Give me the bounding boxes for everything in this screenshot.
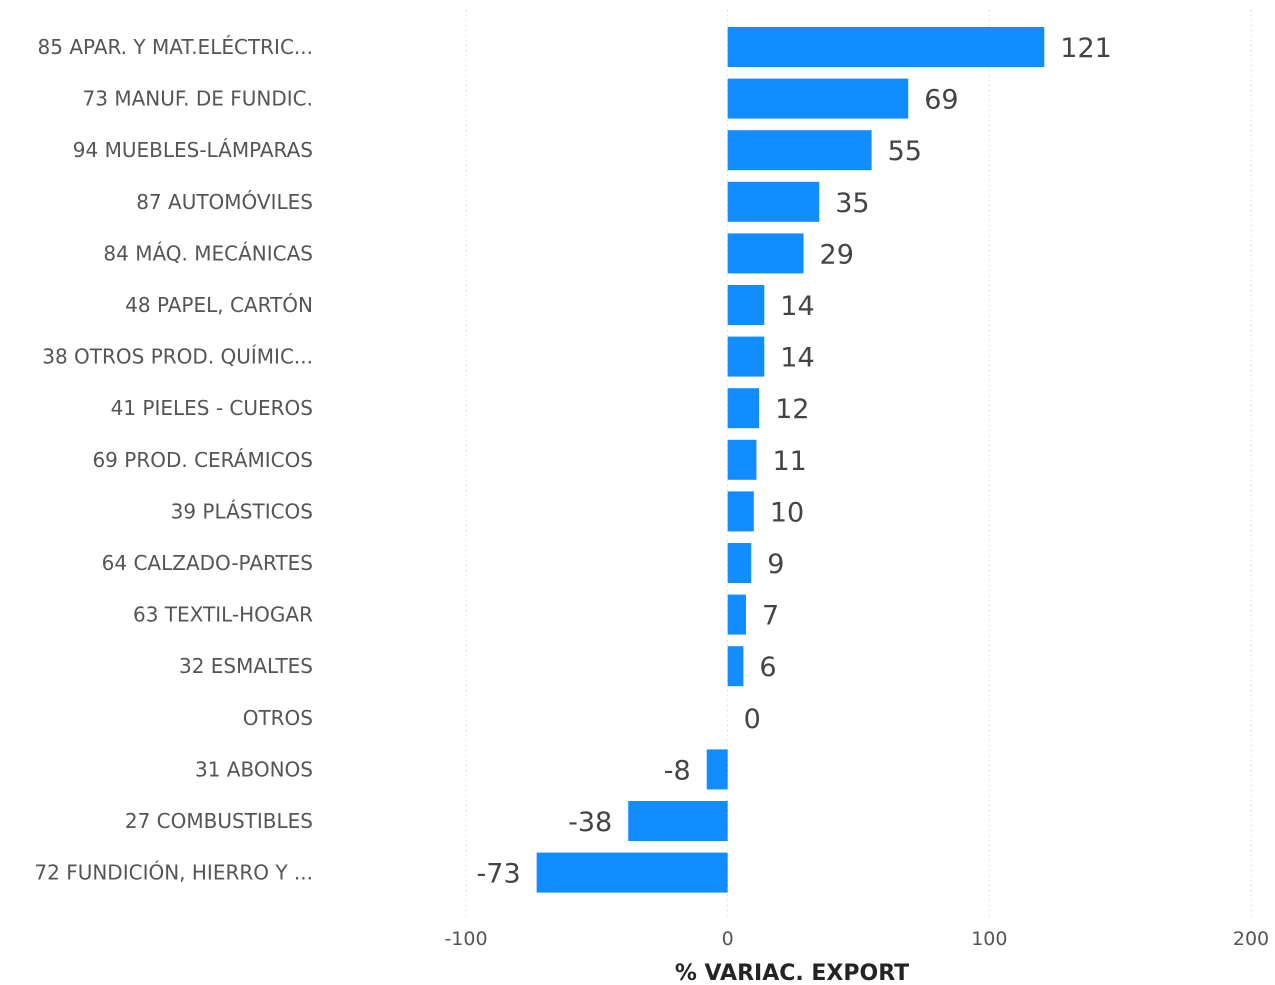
data-label: 55 (888, 136, 922, 167)
category-labels: 85 APAR. Y MAT.ELÉCTRIC... 73 MANUF. DE F… (34, 35, 313, 885)
x-axis-title: % VARIAC. EXPORT (675, 961, 909, 985)
category-label: 84 MÁQ. MECÁNICAS (103, 241, 313, 265)
x-tick-label: 200 (1233, 928, 1269, 950)
data-label: -38 (568, 807, 612, 838)
data-label: 121 (1060, 33, 1112, 64)
bar[interactable] (727, 543, 752, 583)
bar[interactable] (727, 388, 760, 429)
x-axis-ticks: -100 0 100 200 (444, 928, 1269, 950)
data-label: 6 (759, 652, 776, 683)
bar[interactable] (727, 181, 820, 222)
bar[interactable] (727, 130, 872, 171)
bar[interactable] (727, 646, 744, 687)
category-label: 73 MANUF. DE FUNDIC. (83, 87, 313, 111)
x-tick-label: 0 (722, 928, 734, 950)
data-label: -8 (664, 755, 691, 786)
category-label: 87 AUTOMÓVILES (136, 190, 313, 214)
category-label: 38 OTROS PROD. QUÍMIC... (42, 345, 313, 369)
data-label: 35 (835, 188, 869, 219)
category-label: 64 CALZADO-PARTES (102, 551, 313, 575)
x-tick-label: -100 (444, 928, 487, 950)
bar[interactable] (727, 78, 909, 119)
category-label: 39 PLÁSTICOS (171, 499, 313, 523)
category-label: 94 MUEBLES-LÁMPARAS (73, 138, 313, 162)
category-label: 63 TEXTIL-HOGAR (133, 603, 313, 627)
bar[interactable] (706, 749, 728, 790)
data-label: 11 (772, 446, 806, 477)
data-label: 14 (780, 343, 814, 374)
data-label: 12 (775, 394, 809, 425)
category-label: 41 PIELES - CUEROS (111, 396, 313, 420)
bar[interactable] (727, 27, 1045, 67)
data-label: 10 (770, 497, 804, 528)
x-tick-label: 100 (971, 928, 1007, 950)
data-label: 9 (767, 549, 784, 580)
bar[interactable] (727, 285, 765, 325)
category-label: 48 PAPEL, CARTÓN (125, 293, 313, 317)
category-label: 32 ESMALTES (179, 654, 313, 678)
data-label: 7 (762, 601, 779, 632)
bar[interactable] (536, 852, 728, 893)
bars (536, 27, 1045, 893)
data-label: 0 (744, 704, 761, 735)
bar[interactable] (727, 336, 765, 377)
category-label: 31 ABONOS (195, 757, 313, 781)
category-label: OTROS (243, 706, 313, 730)
category-label: 72 FUNDICIÓN, HIERRO Y ... (34, 861, 313, 885)
bar[interactable] (628, 801, 728, 841)
category-label: 85 APAR. Y MAT.ELÉCTRIC... (38, 35, 313, 59)
bar[interactable] (727, 594, 746, 635)
data-label: 14 (780, 291, 814, 322)
data-label: 69 (924, 85, 958, 116)
bar[interactable] (727, 439, 757, 480)
category-label: 69 PROD. CERÁMICOS (92, 448, 313, 472)
data-label: -73 (477, 859, 521, 890)
bar[interactable] (727, 233, 804, 274)
category-label: 27 COMBUSTIBLES (125, 809, 313, 833)
data-label: 29 (820, 239, 854, 270)
bar[interactable] (727, 491, 754, 532)
